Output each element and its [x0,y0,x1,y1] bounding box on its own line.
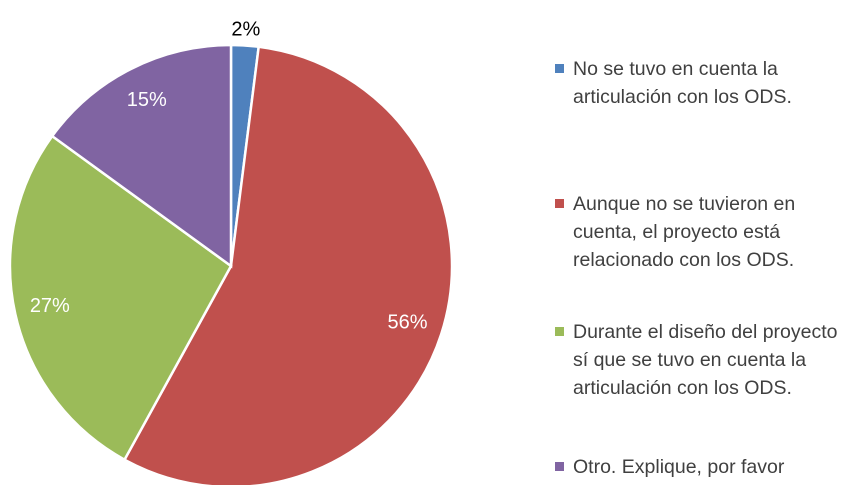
data-label: 27% [30,295,70,317]
legend-swatch [555,199,564,208]
legend-item: No se tuvo en cuenta la articulación con… [555,55,845,111]
legend-label: Aunque no se tuvieron en cuenta, el proy… [573,193,796,271]
legend-item: Otro. Explique, por favor [555,453,845,481]
legend-item: Durante el diseño del proyecto sí que se… [555,318,845,402]
legend-swatch [555,462,564,471]
legend-label: Otro. Explique, por favor [573,456,785,478]
data-label: 56% [388,312,428,334]
data-label: 2% [231,18,260,40]
pie-slice [122,45,454,485]
pie-slice [8,134,233,462]
legend-label: Durante el diseño del proyecto sí que se… [573,321,838,399]
legend-item: Aunque no se tuvieron en cuenta, el proy… [555,190,845,274]
legend-swatch [555,64,564,73]
legend-label: No se tuvo en cuenta la articulación con… [573,58,792,108]
legend-swatch [555,327,564,336]
pie-slice [50,43,233,269]
data-label: 15% [127,89,167,111]
